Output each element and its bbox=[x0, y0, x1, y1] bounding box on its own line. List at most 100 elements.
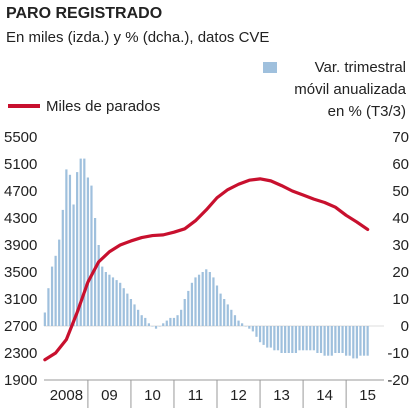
bar bbox=[187, 290, 190, 326]
x-tick-label: 14 bbox=[316, 387, 333, 404]
bar bbox=[194, 277, 197, 326]
bar bbox=[72, 204, 75, 326]
bar bbox=[337, 326, 341, 353]
bar bbox=[266, 326, 269, 348]
bar bbox=[362, 326, 366, 356]
bar bbox=[301, 326, 305, 351]
bar bbox=[90, 185, 93, 326]
bar bbox=[76, 172, 79, 326]
bar bbox=[348, 326, 351, 356]
bar bbox=[47, 288, 50, 326]
bar bbox=[197, 274, 201, 326]
bar bbox=[65, 169, 68, 326]
bar bbox=[104, 272, 107, 326]
bar bbox=[240, 323, 244, 326]
bar bbox=[219, 293, 222, 326]
bar bbox=[122, 288, 125, 326]
right-tick-label: 50 bbox=[392, 183, 409, 200]
bar-series bbox=[43, 158, 369, 359]
bar bbox=[68, 174, 72, 326]
bar bbox=[280, 326, 283, 353]
bar bbox=[147, 323, 150, 326]
legend-bar-label-line3: en % (T3/3) bbox=[328, 103, 406, 120]
left-tick-label: 4700 bbox=[4, 183, 37, 200]
bar bbox=[58, 239, 61, 326]
bar bbox=[327, 326, 330, 356]
bar bbox=[309, 326, 312, 351]
bar bbox=[248, 326, 251, 329]
bar bbox=[316, 326, 319, 353]
x-tick-label: 2008 bbox=[50, 387, 83, 404]
left-tick-label: 5100 bbox=[4, 156, 37, 173]
right-axis: 70 60 50 40 30 20 10 0 -10 -20 bbox=[387, 129, 409, 389]
bar bbox=[323, 326, 326, 356]
bar bbox=[355, 326, 358, 359]
x-tick-label: 09 bbox=[101, 387, 118, 404]
right-tick-label: 70 bbox=[392, 129, 409, 146]
bar bbox=[43, 312, 46, 326]
bar bbox=[294, 326, 298, 353]
left-tick-label: 3100 bbox=[4, 291, 37, 308]
bar bbox=[201, 272, 204, 326]
bar bbox=[83, 158, 86, 326]
x-tick-label: 11 bbox=[188, 387, 204, 404]
bar bbox=[140, 315, 143, 326]
left-tick-label: 3900 bbox=[4, 237, 37, 254]
right-tick-label: 60 bbox=[392, 156, 409, 173]
bar bbox=[144, 317, 147, 326]
x-tick-label: 13 bbox=[273, 387, 290, 404]
bar bbox=[169, 317, 172, 326]
bar bbox=[111, 277, 115, 326]
bar bbox=[158, 326, 161, 327]
bar bbox=[276, 326, 280, 351]
chart-title: PARO REGISTRADO bbox=[6, 5, 162, 22]
bar bbox=[345, 326, 348, 356]
left-tick-label: 2300 bbox=[4, 345, 37, 362]
bar bbox=[126, 293, 129, 326]
bar bbox=[287, 326, 290, 353]
bar bbox=[101, 266, 104, 326]
bar bbox=[165, 320, 168, 326]
bar bbox=[137, 309, 140, 326]
bar bbox=[334, 326, 337, 353]
bar bbox=[215, 285, 219, 326]
left-tick-label: 4300 bbox=[4, 210, 37, 227]
bar bbox=[298, 326, 301, 351]
bar bbox=[233, 315, 237, 326]
bar bbox=[226, 304, 229, 326]
bar bbox=[237, 320, 240, 326]
bar bbox=[273, 326, 276, 351]
bar bbox=[54, 255, 57, 326]
x-axis: 2008 09 10 11 12 13 14 15 bbox=[44, 379, 384, 408]
legend-bar-label-line2: móvil anualizada bbox=[294, 81, 406, 98]
bar bbox=[262, 326, 265, 345]
bar bbox=[223, 299, 226, 326]
bar bbox=[352, 326, 355, 359]
bar bbox=[366, 326, 369, 356]
right-tick-label: 20 bbox=[392, 264, 409, 281]
chart-subtitle: En miles (izda.) y % (dcha.), datos CVE bbox=[6, 29, 269, 46]
bar bbox=[255, 326, 258, 337]
x-tick-label: 10 bbox=[144, 387, 161, 404]
bar bbox=[312, 326, 315, 351]
bar bbox=[244, 326, 247, 327]
left-tick-label: 2700 bbox=[4, 318, 37, 335]
x-tick-label: 12 bbox=[230, 387, 247, 404]
legend-bar-swatch bbox=[263, 62, 277, 73]
bar bbox=[208, 272, 211, 326]
right-tick-label: -10 bbox=[387, 345, 409, 362]
legend-line-label: Miles de parados bbox=[46, 98, 160, 115]
bar bbox=[151, 326, 154, 327]
bar bbox=[305, 326, 308, 351]
series-line-miles-de-parados bbox=[43, 177, 370, 362]
bar bbox=[359, 326, 362, 356]
left-tick-label: 3500 bbox=[4, 264, 37, 281]
bar bbox=[61, 209, 64, 326]
bar bbox=[205, 269, 208, 326]
left-tick-label: 1900 bbox=[4, 372, 37, 389]
bar bbox=[291, 326, 294, 353]
bar bbox=[119, 282, 122, 326]
right-tick-label: 40 bbox=[392, 210, 409, 227]
bar bbox=[162, 323, 165, 326]
bar bbox=[50, 266, 54, 326]
